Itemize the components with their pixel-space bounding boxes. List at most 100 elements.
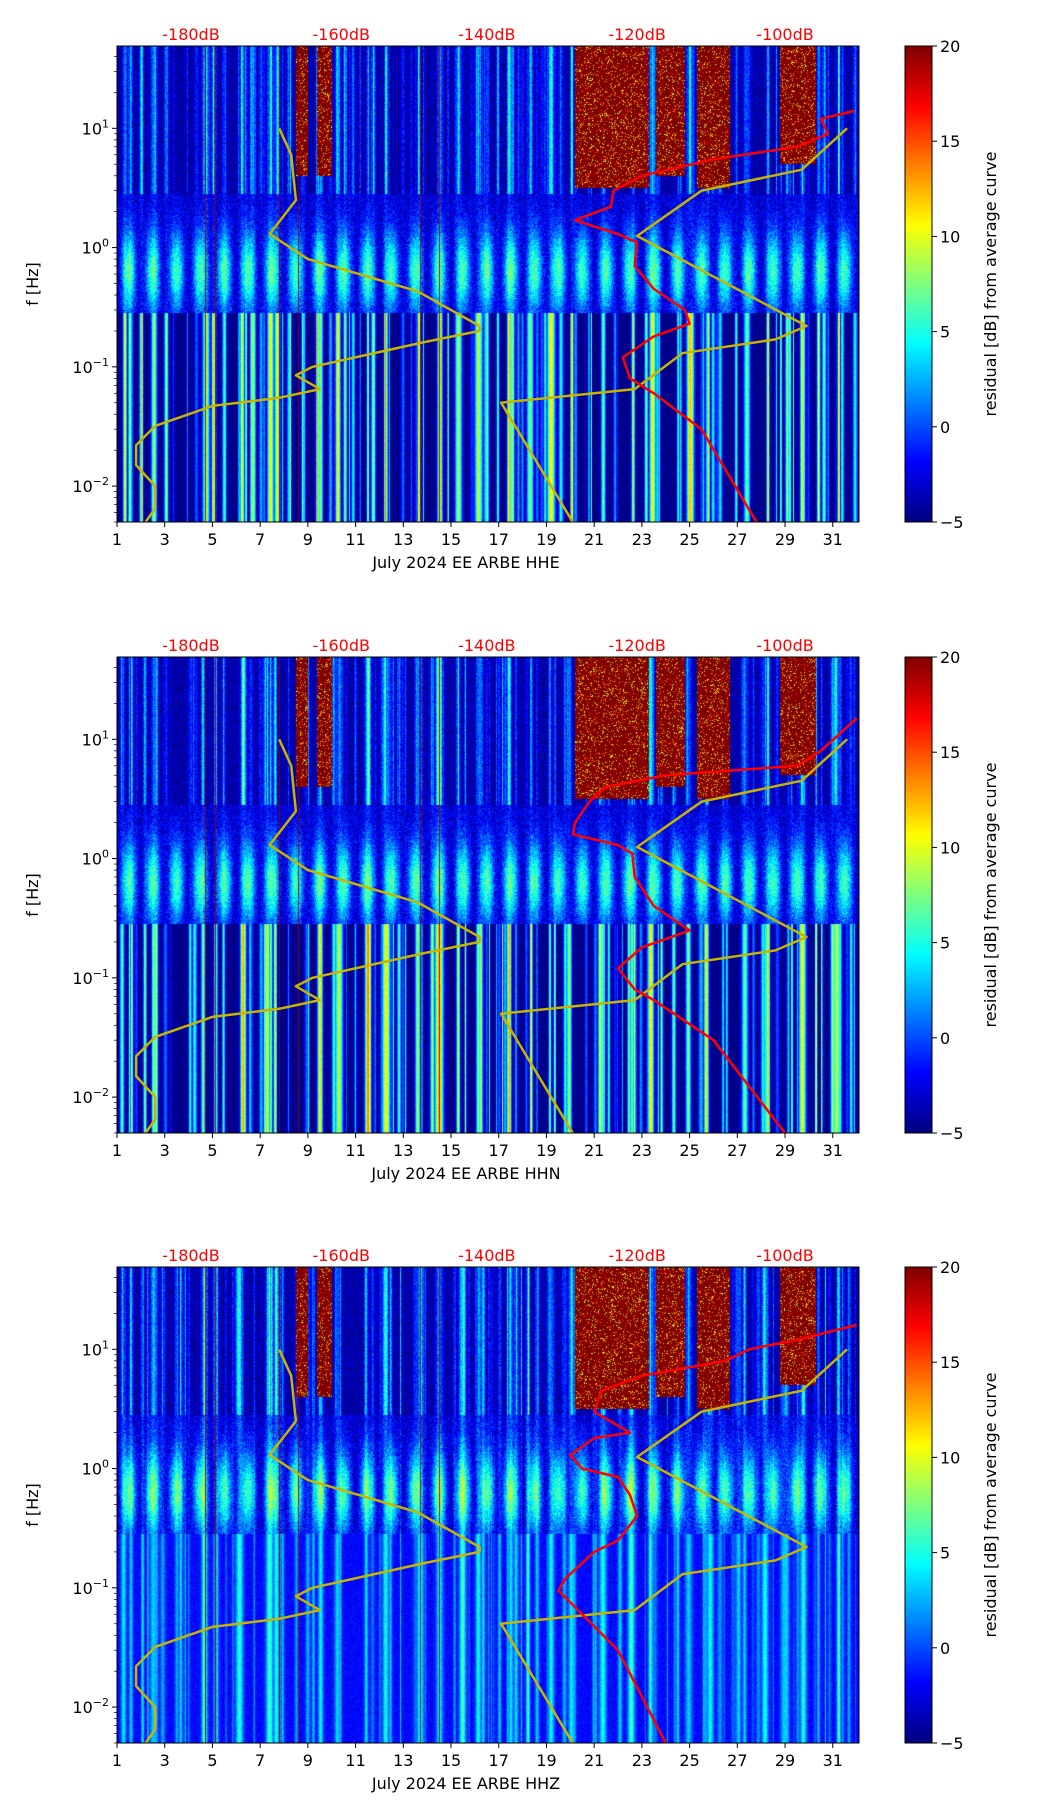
x-tick-label: 17 (489, 1141, 509, 1160)
x-tick-label: 31 (823, 1751, 843, 1770)
y-tick-label: 101 (82, 728, 109, 749)
x-tick-label: 23 (632, 1751, 652, 1770)
y-tick-exponent: 1 (102, 1338, 109, 1351)
x-axis-label: July 2024 EE ARBE HHE (371, 553, 559, 572)
y-tick-exponent: −1 (93, 356, 109, 369)
y-tick-base: 10 (72, 969, 92, 988)
colorbar-label: residual [dB] from average curve (981, 763, 1000, 1028)
y-tick-label: 100 (82, 1458, 109, 1479)
x-tick-label: 11 (345, 1751, 365, 1770)
x-tick-label: 21 (584, 1751, 604, 1770)
x-tick-label: 13 (393, 1141, 413, 1160)
x-tick-label: 27 (727, 1141, 747, 1160)
yellow-curve-low (134, 127, 481, 523)
colorbar (905, 1267, 932, 1743)
x-tick-label: 25 (679, 1751, 699, 1770)
y-tick-label: 100 (82, 848, 109, 869)
y-tick-exponent: 0 (102, 848, 109, 861)
x-tick-label: 25 (679, 530, 699, 549)
top-db-label: -180dB (162, 25, 219, 44)
y-tick-base: 10 (82, 850, 102, 869)
y-tick-base: 10 (72, 358, 92, 377)
spectrogram-image (117, 657, 859, 1133)
red-curve (571, 717, 858, 1134)
red-curve (557, 1323, 857, 1744)
top-db-label: -180dB (162, 636, 219, 655)
yellow-curve-low (134, 1348, 481, 1744)
colorbar-tick-label: 10 (940, 227, 960, 246)
x-tick-label: 3 (160, 530, 170, 549)
x-tick-label: 5 (207, 1141, 217, 1160)
x-tick-label: 31 (823, 530, 843, 549)
y-tick-exponent: −2 (93, 1086, 109, 1099)
colorbar-tick-label: 5 (940, 934, 950, 953)
y-tick-label: 101 (82, 117, 109, 138)
x-tick-label: 15 (441, 1751, 461, 1770)
x-tick-label: 31 (823, 1141, 843, 1160)
y-tick-exponent: 1 (102, 117, 109, 130)
colorbar-frame (904, 656, 933, 1134)
y-tick-label: 10−1 (72, 967, 109, 988)
top-db-label: -120dB (608, 25, 665, 44)
top-db-label: -180dB (162, 1246, 219, 1265)
yellow-curve-low (134, 738, 481, 1134)
y-tick-label: 10−1 (72, 1577, 109, 1598)
colorbar-tick-label: 0 (940, 1029, 950, 1048)
colorbar-tick-label: 20 (940, 1258, 960, 1277)
x-tick-label: 11 (345, 530, 365, 549)
colorbar-tick-label: 20 (940, 37, 960, 56)
y-tick-base: 10 (82, 730, 102, 749)
panel-2: 1 3 5 7 9 11 13 15 17 19 21 23 25 27 29 3110110010−110−… (23, 636, 1000, 1183)
colorbar-tick-label: 15 (940, 132, 960, 151)
y-tick-base: 10 (82, 1340, 102, 1359)
y-tick-base: 10 (82, 119, 102, 138)
panel-3: 1 3 5 7 9 11 13 15 17 19 21 23 25 27 29 3110110010−110−… (23, 1246, 1000, 1793)
plot-frame (116, 45, 860, 523)
y-tick-label: 10−2 (72, 475, 109, 496)
x-axis-label: July 2024 EE ARBE HHZ (371, 1774, 560, 1793)
x-tick-label: 17 (489, 1751, 509, 1770)
top-db-label: -160dB (313, 25, 370, 44)
yellow-curve-high (499, 127, 848, 523)
y-tick-exponent: −2 (93, 1696, 109, 1709)
y-tick-exponent: 0 (102, 237, 109, 250)
y-tick-exponent: −1 (93, 1577, 109, 1590)
colorbar-label: residual [dB] from average curve (981, 152, 1000, 417)
x-tick-label: 27 (727, 530, 747, 549)
x-tick-label: 11 (345, 1141, 365, 1160)
x-tick-label: 1 (112, 530, 122, 549)
plot-frame (116, 1266, 860, 1744)
colorbar-tick-label: 20 (940, 648, 960, 667)
x-tick-label: 21 (584, 1141, 604, 1160)
colorbar-tick-label: 5 (940, 323, 950, 342)
x-tick-label: 5 (207, 530, 217, 549)
x-tick-label: 3 (160, 1141, 170, 1160)
x-tick-label: 9 (303, 1141, 313, 1160)
x-tick-label: 21 (584, 530, 604, 549)
y-tick-exponent: −1 (93, 967, 109, 980)
y-tick-label: 101 (82, 1338, 109, 1359)
x-tick-label: 19 (536, 530, 556, 549)
colorbar-tick-label: 15 (940, 743, 960, 762)
red-curve (573, 109, 855, 523)
yellow-curve-high (499, 1348, 848, 1744)
top-db-label: -120dB (608, 636, 665, 655)
yellow-curve-high (499, 738, 848, 1134)
x-tick-label: 9 (303, 1751, 313, 1770)
y-tick-base: 10 (82, 239, 102, 258)
y-tick-base: 10 (72, 1698, 92, 1717)
colorbar-tick-label: 5 (940, 1544, 950, 1563)
x-tick-label: 5 (207, 1751, 217, 1770)
y-tick-label: 100 (82, 237, 109, 258)
colorbar-tick-label: −5 (940, 513, 964, 532)
x-axis-label: July 2024 EE ARBE HHN (370, 1164, 560, 1183)
top-db-label: -140dB (458, 25, 515, 44)
y-axis-label: f [Hz] (23, 873, 42, 917)
x-tick-label: 13 (393, 530, 413, 549)
x-tick-label: 19 (536, 1141, 556, 1160)
top-db-label: -160dB (313, 636, 370, 655)
y-tick-base: 10 (72, 477, 92, 496)
y-tick-exponent: 1 (102, 728, 109, 741)
x-tick-label: 7 (255, 530, 265, 549)
x-tick-label: 17 (489, 530, 509, 549)
